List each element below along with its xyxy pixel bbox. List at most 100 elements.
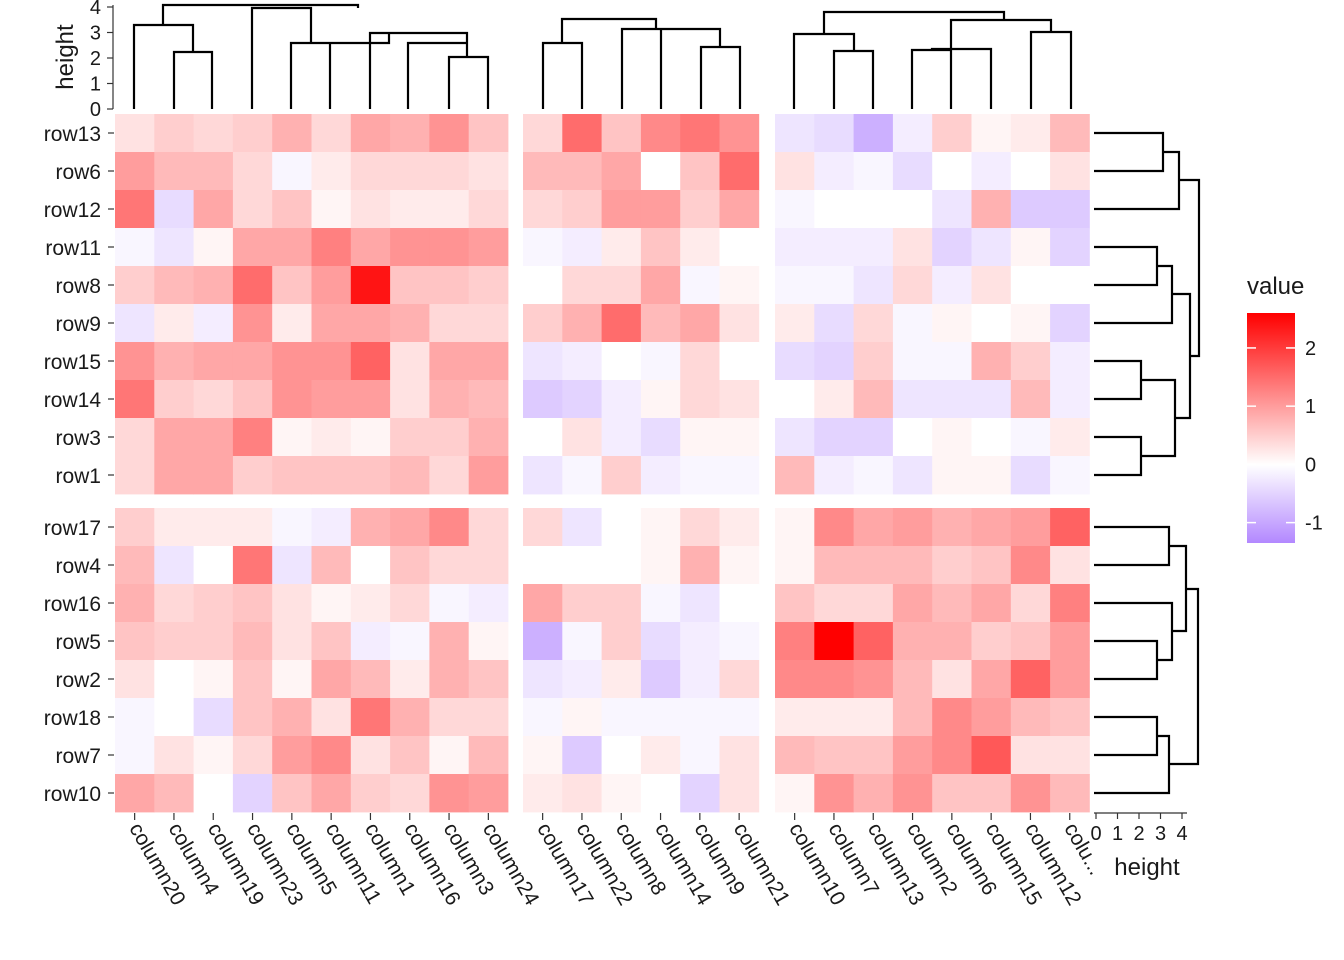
heatmap-cell xyxy=(853,660,894,699)
heatmap-cell xyxy=(775,660,815,699)
heatmap-cell xyxy=(468,584,509,623)
heatmap-cell xyxy=(193,342,234,381)
heatmap-cell xyxy=(601,546,642,585)
heatmap-cell xyxy=(1010,228,1051,267)
heatmap-cell xyxy=(932,736,972,775)
right-dendro-tick-label: 4 xyxy=(1176,823,1187,845)
heatmap-cell xyxy=(523,456,563,495)
heatmap-cell xyxy=(115,114,155,153)
heatmap-cell xyxy=(232,152,273,191)
heatmap-cell xyxy=(775,380,815,419)
heatmap-cell xyxy=(154,418,194,457)
heatmap-cell xyxy=(601,698,642,737)
heatmap-cell xyxy=(1010,508,1051,547)
heatmap-cell xyxy=(640,584,681,623)
heatmap-cell xyxy=(853,190,894,229)
heatmap-cell xyxy=(775,152,815,191)
heatmap-cell xyxy=(311,546,352,585)
heatmap-cell xyxy=(814,152,854,191)
heatmap-cell xyxy=(154,380,194,419)
heatmap-cell xyxy=(853,584,894,623)
heatmap-cell xyxy=(115,228,155,267)
row-label: row7 xyxy=(55,745,101,768)
heatmap-cell xyxy=(468,342,509,381)
heatmap-cell xyxy=(350,418,391,457)
heatmap-cell xyxy=(853,342,894,381)
heatmap-cell xyxy=(562,418,602,457)
heatmap-cell xyxy=(193,622,234,661)
heatmap-cell xyxy=(468,546,509,585)
heatmap-cell xyxy=(390,190,430,229)
heatmap-cell xyxy=(468,508,509,547)
row-labels: row13 row6 row12 row11 row8 row9 row15 row14 row… xyxy=(44,123,114,806)
heatmap-cell xyxy=(154,584,194,623)
heatmap-cell xyxy=(601,418,642,457)
heatmap-cell xyxy=(1050,546,1090,585)
heatmap-cell xyxy=(272,266,312,305)
heatmap-cell xyxy=(892,584,933,623)
heatmap-cell xyxy=(350,736,391,775)
right-dendro-tick-label: 0 xyxy=(1090,823,1101,845)
heatmap-cell xyxy=(523,342,563,381)
heatmap-cell xyxy=(1050,114,1090,153)
heatmap-cell xyxy=(390,456,430,495)
heatmap-cell xyxy=(311,774,352,813)
heatmap-cell xyxy=(640,114,681,153)
heatmap-cell xyxy=(971,190,1012,229)
heatmap-cell xyxy=(390,114,430,153)
heatmap-cell xyxy=(640,698,681,737)
column-label: column21 xyxy=(729,819,794,909)
heatmap-cell xyxy=(775,546,815,585)
heatmap-cell xyxy=(601,152,642,191)
row-label: row5 xyxy=(55,631,101,654)
heatmap-cell xyxy=(640,228,681,267)
heatmap-cell xyxy=(814,698,854,737)
heatmap-cell xyxy=(311,418,352,457)
top-dendro-tick-label: 2 xyxy=(90,48,101,70)
heatmap-cell xyxy=(1050,304,1090,343)
heatmap-cell xyxy=(350,456,391,495)
heatmap-cell xyxy=(523,546,563,585)
heatmap-cell xyxy=(232,418,273,457)
heatmap-cell xyxy=(523,228,563,267)
heatmap-cell xyxy=(971,622,1012,661)
column-labels: column20column4column19column23column5co… xyxy=(124,813,1107,910)
heatmap-cell xyxy=(193,508,234,547)
heatmap-cell xyxy=(932,418,972,457)
heatmap-cell xyxy=(468,774,509,813)
heatmap-cell xyxy=(601,380,642,419)
heatmap-cell xyxy=(1050,152,1090,191)
heatmap-cell xyxy=(892,380,933,419)
heatmap-cell xyxy=(680,774,720,813)
heatmap-cell xyxy=(892,342,933,381)
heatmap-cell xyxy=(719,508,760,547)
heatmap-cell xyxy=(272,660,312,699)
heatmap-cell xyxy=(272,584,312,623)
heatmap-cell xyxy=(680,622,720,661)
heatmap-cell xyxy=(562,736,602,775)
heatmap-cell xyxy=(814,660,854,699)
heatmap-cell xyxy=(350,114,391,153)
heatmap-cell xyxy=(272,622,312,661)
heatmap-cell xyxy=(680,698,720,737)
heatmap-cell xyxy=(680,380,720,419)
heatmap-cell xyxy=(429,380,470,419)
heatmap-cell xyxy=(680,456,720,495)
heatmap-cell xyxy=(892,228,933,267)
heatmap-cell xyxy=(115,698,155,737)
heatmap-cell xyxy=(1050,660,1090,699)
heatmap-cell xyxy=(523,774,563,813)
heatmap-cell xyxy=(1010,456,1051,495)
heatmap-cell xyxy=(311,508,352,547)
row-label: row2 xyxy=(55,669,101,692)
heatmap-cell xyxy=(814,304,854,343)
row-label: row18 xyxy=(44,707,101,730)
heatmap-cell xyxy=(272,342,312,381)
heatmap-cell xyxy=(680,736,720,775)
heatmap-cell xyxy=(390,622,430,661)
heatmap-cell xyxy=(775,622,815,661)
heatmap-cell xyxy=(775,736,815,775)
heatmap-cell xyxy=(115,508,155,547)
right-dendro-group2 xyxy=(1094,525,1200,795)
heatmap-cell xyxy=(562,380,602,419)
